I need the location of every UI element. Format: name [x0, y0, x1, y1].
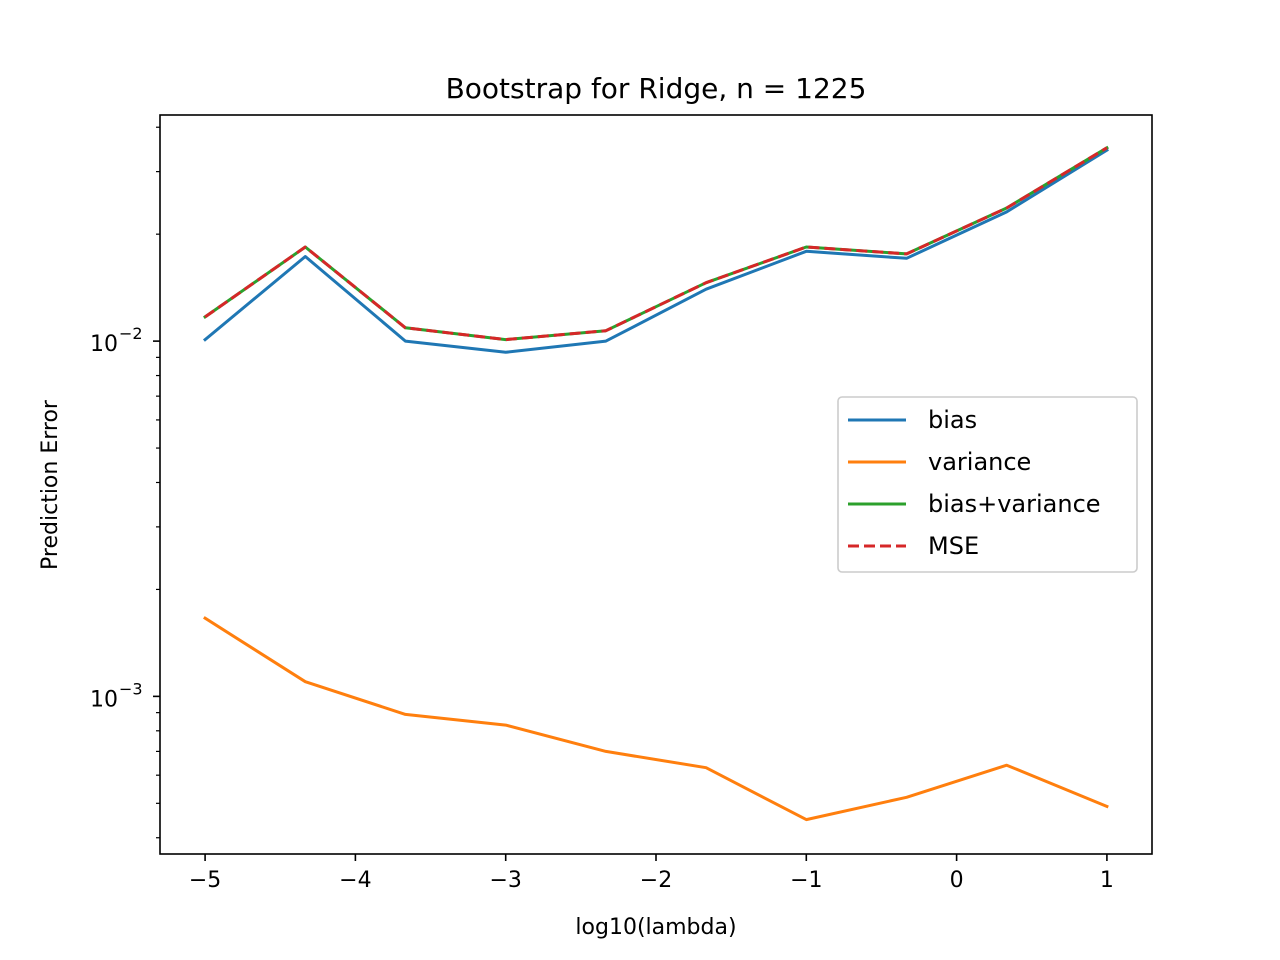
legend-label: bias — [928, 406, 977, 434]
x-tick-label: −4 — [339, 868, 371, 893]
y-tick-label-exponent: −2 — [119, 324, 143, 343]
x-tick-label: −1 — [790, 868, 822, 893]
legend-label: bias+variance — [928, 490, 1101, 518]
plot-area-frame — [159, 114, 1153, 855]
y-axis-ticks: 10−310−2 — [90, 126, 160, 839]
legend-box — [837, 396, 1138, 573]
series-layer — [202, 145, 1109, 822]
legend: bias variance bias+variance MSE — [837, 396, 1138, 573]
x-tick-label: 1 — [1100, 868, 1114, 893]
x-tick-label: −5 — [189, 868, 221, 893]
chart-title: Bootstrap for Ridge, n = 1225 — [446, 72, 867, 105]
x-axis-ticks: −5 −4 −3 −2 −1 0 1 — [189, 854, 1114, 893]
legend-label: MSE — [928, 532, 979, 560]
y-tick-label: 10 — [90, 332, 118, 357]
x-tick-label: −3 — [489, 868, 521, 893]
y-tick-label: 10 — [90, 687, 118, 712]
legend-entries: bias variance bias+variance MSE — [848, 406, 1101, 560]
x-axis-label: log10(lambda) — [575, 915, 736, 940]
series-line-mse — [204, 146, 1108, 342]
series-line-variance — [203, 616, 1109, 822]
x-tick-label: −2 — [640, 868, 672, 893]
x-tick-label: 0 — [950, 868, 964, 893]
legend-label: variance — [928, 448, 1031, 476]
series-line-bias — [202, 148, 1109, 354]
y-axis-label: Prediction Error — [38, 399, 63, 570]
y-tick-label-exponent: −3 — [119, 679, 143, 698]
